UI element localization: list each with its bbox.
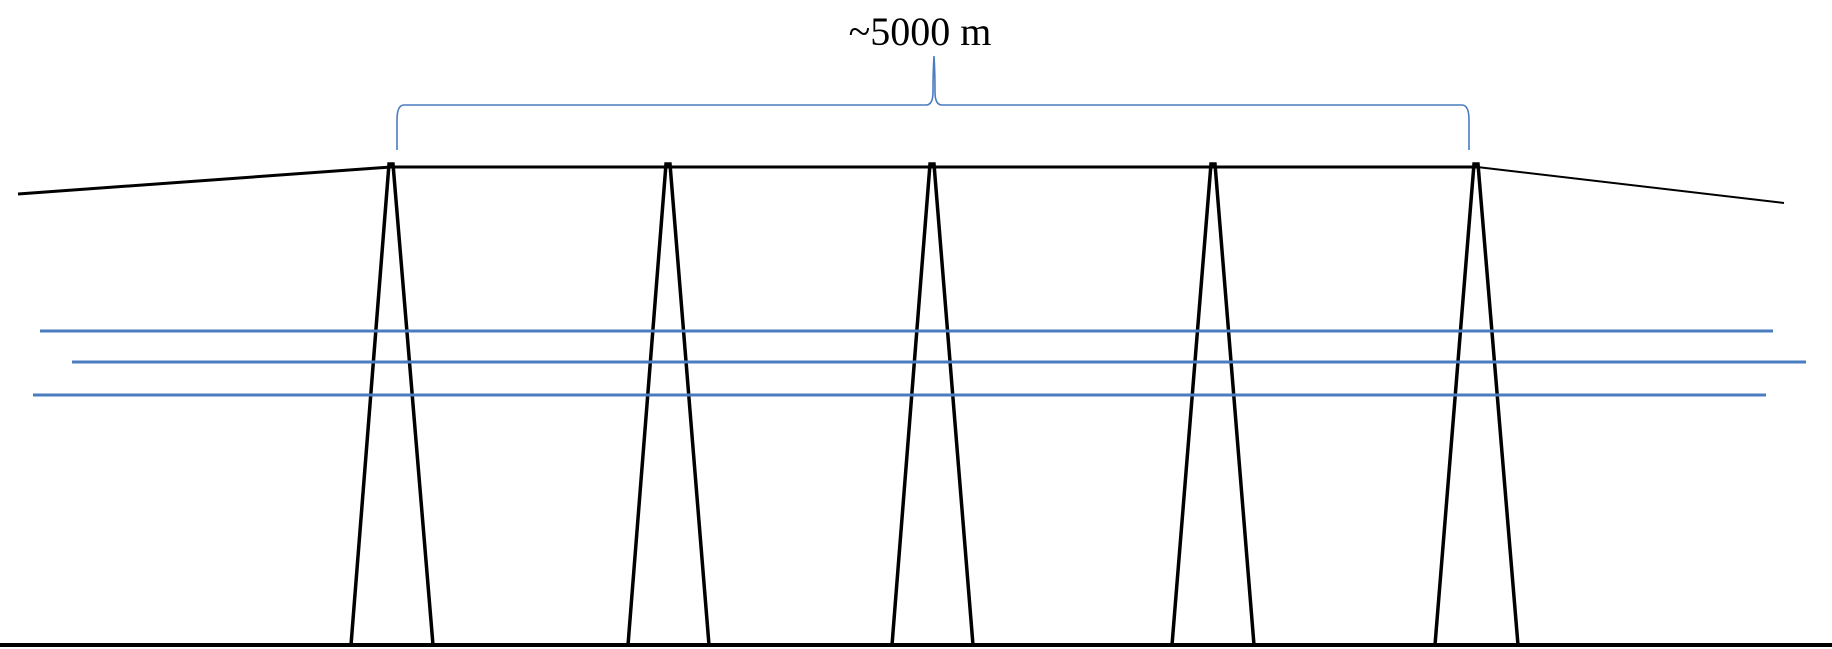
deck-left-approach xyxy=(17,165,392,196)
tower-1 xyxy=(349,162,435,646)
span-dimension-brace xyxy=(396,55,1470,150)
tower-2 xyxy=(626,162,711,646)
tower-5 xyxy=(1433,162,1520,646)
tower-4 xyxy=(1170,162,1256,646)
tower-3 xyxy=(890,162,975,646)
deck-right-approach xyxy=(1476,166,1785,204)
span-dimension-label: ~5000 m xyxy=(848,9,992,54)
